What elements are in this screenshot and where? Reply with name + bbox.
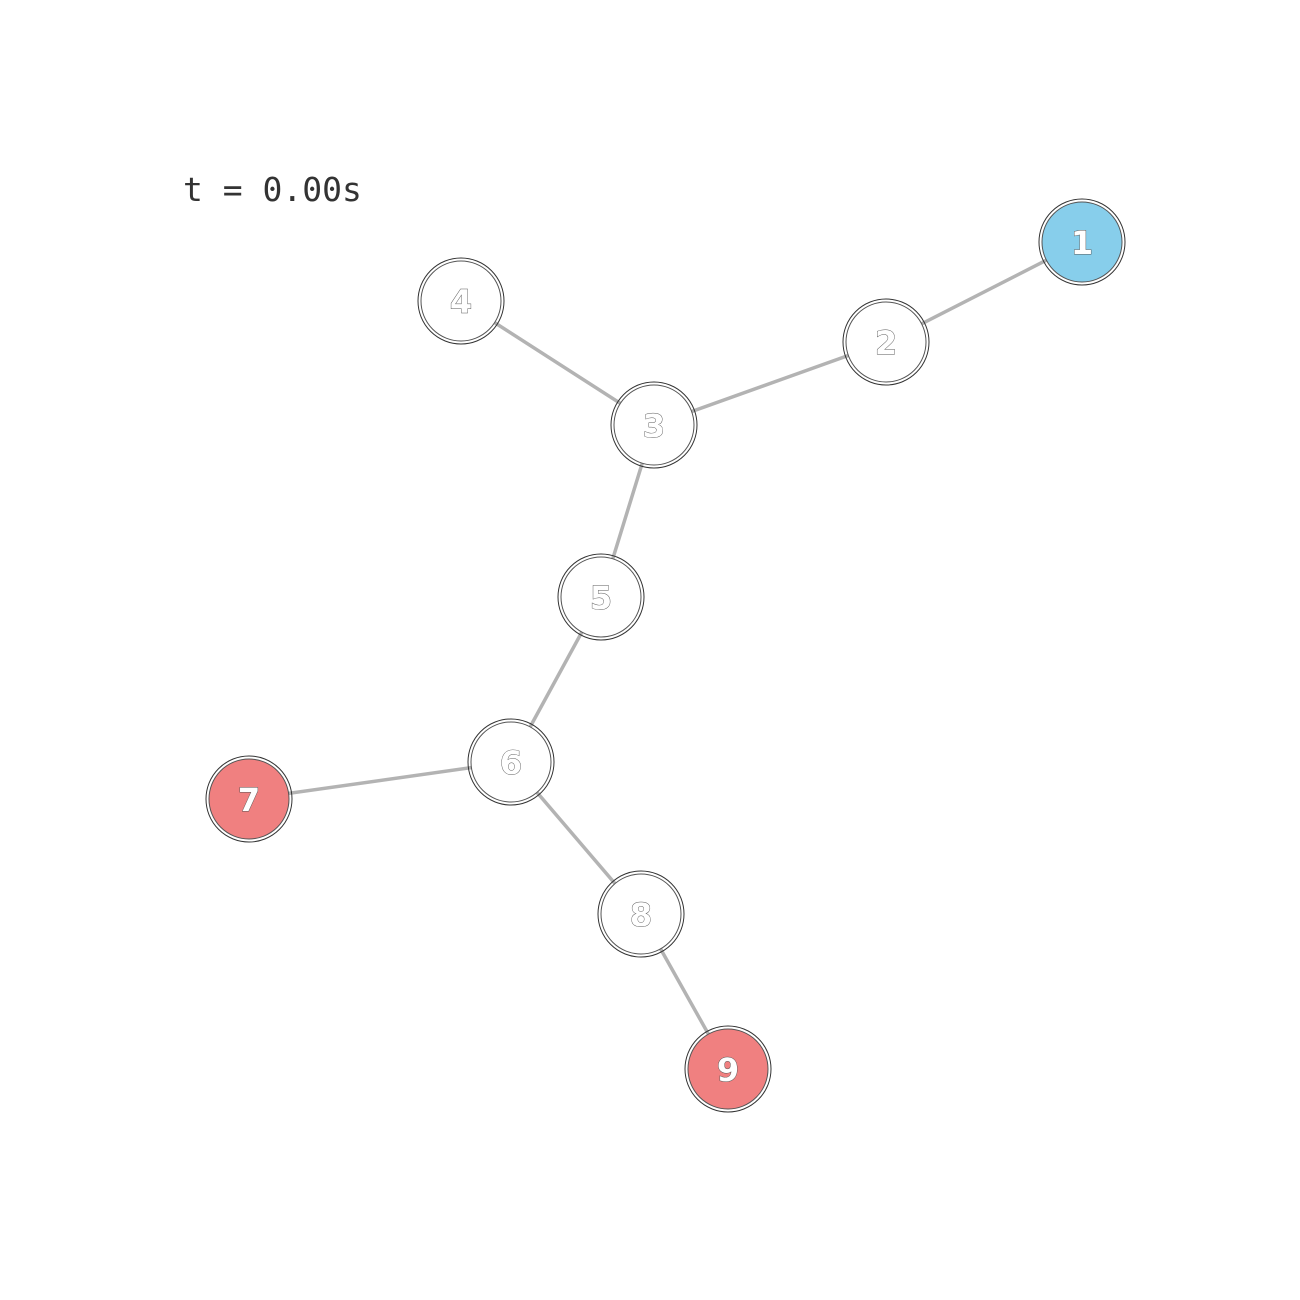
- node-ring: [467, 718, 555, 806]
- node-ring: [842, 298, 930, 386]
- node-label: 5: [590, 579, 612, 617]
- node-ring: [610, 381, 698, 469]
- node-2: 2: [842, 298, 930, 386]
- node-label: 2: [875, 324, 897, 362]
- node-circle: [560, 556, 642, 638]
- node-circle: [600, 873, 682, 955]
- node-7: 7: [205, 755, 293, 843]
- node-circle: [1041, 201, 1123, 283]
- node-label: 7: [238, 781, 260, 819]
- edge-6-7: [247, 760, 513, 801]
- node-label: 6: [500, 744, 522, 782]
- node-1: 1: [1038, 198, 1126, 286]
- node-circle: [845, 301, 927, 383]
- node-circle: [687, 1028, 769, 1110]
- node-ring: [205, 755, 293, 843]
- node-ring: [417, 257, 505, 345]
- node-circle: [420, 260, 502, 342]
- node-label: 9: [717, 1051, 739, 1089]
- node-5: 5: [557, 553, 645, 641]
- node-label: 1: [1071, 224, 1093, 262]
- edge-2-3: [652, 340, 888, 427]
- node-label: 3: [643, 407, 665, 445]
- time-label: t = 0.00s: [183, 170, 362, 209]
- node-label: 8: [630, 896, 652, 934]
- node-3: 3: [610, 381, 698, 469]
- node-4: 4: [417, 257, 505, 345]
- node-6: 6: [467, 718, 555, 806]
- node-circle: [208, 758, 290, 840]
- node-circle: [613, 384, 695, 466]
- node-9: 9: [684, 1025, 772, 1113]
- node-ring: [557, 553, 645, 641]
- node-ring: [1038, 198, 1126, 286]
- node-circle: [470, 721, 552, 803]
- node-label: 4: [450, 283, 472, 321]
- node-ring: [597, 870, 685, 958]
- node-ring: [684, 1025, 772, 1113]
- nodes-layer: 1 2 3 4 5 6 7 8 9: [205, 198, 1126, 1113]
- node-8: 8: [597, 870, 685, 958]
